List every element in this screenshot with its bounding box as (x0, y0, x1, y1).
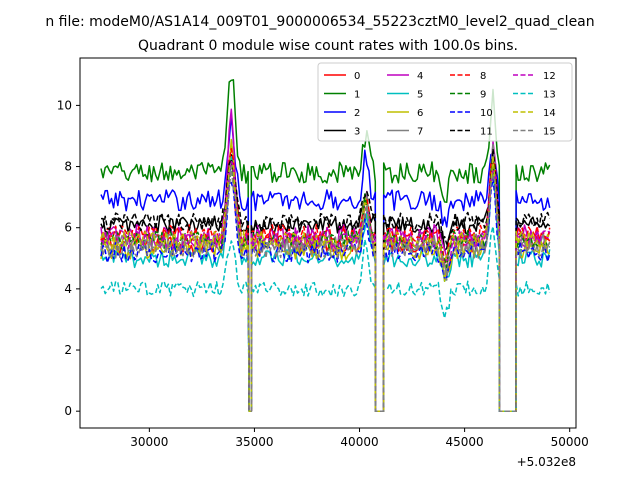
legend-label-15: 15 (543, 127, 556, 138)
series-line-8 (100, 148, 551, 412)
legend-label-13: 13 (543, 90, 556, 101)
x-tick-label: 45000 (446, 435, 484, 449)
legend-label-1: 1 (354, 90, 360, 101)
series-line-1 (100, 79, 551, 412)
legend-label-12: 12 (543, 71, 556, 82)
plot-series (100, 79, 551, 412)
legend-label-5: 5 (417, 90, 423, 101)
series-line-14 (100, 155, 551, 412)
y-tick-label: 10 (57, 98, 72, 112)
y-axis: 0 2 4 6 8 10 (57, 98, 80, 418)
y-tick-label: 0 (64, 404, 72, 418)
series-line-2 (100, 114, 551, 412)
series-line-10 (100, 178, 551, 412)
series-line-11 (100, 148, 551, 412)
plot-frame (79, 57, 577, 429)
legend-label-11: 11 (480, 127, 493, 138)
y-tick-label: 2 (64, 343, 72, 357)
y-tick-label: 8 (64, 160, 72, 174)
legend-label-2: 2 (354, 108, 360, 119)
legend-label-8: 8 (480, 71, 486, 82)
chart-title: Quadrant 0 module wise count rates with … (138, 38, 518, 54)
series-line-5 (100, 155, 551, 412)
series-line-15 (100, 165, 551, 412)
legend-label-9: 9 (480, 90, 486, 101)
legend-label-10: 10 (480, 108, 493, 119)
x-tick-label: 35000 (235, 435, 273, 449)
series-line-4 (100, 108, 551, 412)
x-tick-label: 30000 (130, 435, 168, 449)
legend-label-6: 6 (417, 108, 423, 119)
series-line-7 (100, 143, 551, 412)
legend-box (317, 62, 573, 142)
legend-label-3: 3 (354, 127, 360, 138)
legend-label-14: 14 (543, 108, 556, 119)
x-tick-label: 40000 (340, 435, 378, 449)
series-line-13 (100, 225, 551, 412)
x-tick-label: 50000 (551, 435, 589, 449)
y-tick-label: 4 (64, 282, 72, 296)
legend-label-7: 7 (417, 127, 423, 138)
x-axis: 30000 35000 40000 45000 50000 (130, 428, 589, 449)
x-offset-label: +5.032e8 (517, 455, 576, 469)
legend-label-0: 0 (354, 71, 360, 82)
y-tick-label: 6 (64, 221, 72, 235)
figure-suptitle: n file: modeM0/AS1A14_009T01_9000006534_… (45, 14, 594, 30)
series-line-3 (101, 154, 551, 412)
legend-label-4: 4 (417, 71, 423, 82)
